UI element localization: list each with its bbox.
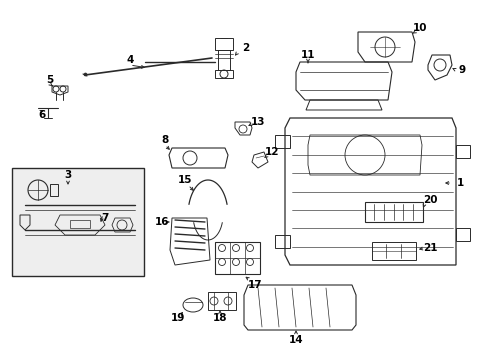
Text: 19: 19 bbox=[170, 313, 185, 323]
Bar bbox=[364, 202, 422, 222]
Text: 7: 7 bbox=[101, 213, 108, 223]
Text: 3: 3 bbox=[64, 170, 71, 180]
Text: 2: 2 bbox=[242, 43, 249, 53]
Bar bbox=[218, 50, 229, 70]
Bar bbox=[215, 70, 232, 78]
Bar bbox=[207, 292, 236, 310]
Bar bbox=[50, 184, 58, 196]
Text: 4: 4 bbox=[126, 55, 133, 65]
Bar bbox=[12, 168, 143, 276]
Text: 12: 12 bbox=[264, 147, 279, 157]
Text: 1: 1 bbox=[455, 178, 463, 188]
Bar bbox=[215, 242, 260, 274]
Text: 21: 21 bbox=[422, 243, 436, 253]
Text: 16: 16 bbox=[154, 217, 169, 227]
Bar bbox=[371, 242, 415, 260]
Circle shape bbox=[84, 73, 87, 76]
Text: 17: 17 bbox=[247, 280, 262, 290]
Text: 5: 5 bbox=[46, 75, 54, 85]
Text: 20: 20 bbox=[422, 195, 436, 205]
Text: 9: 9 bbox=[458, 65, 465, 75]
Text: 8: 8 bbox=[161, 135, 168, 145]
Text: 18: 18 bbox=[212, 313, 227, 323]
Bar bbox=[215, 38, 232, 50]
Text: 15: 15 bbox=[177, 175, 192, 185]
Text: 13: 13 bbox=[250, 117, 264, 127]
Text: 11: 11 bbox=[300, 50, 315, 60]
Text: 10: 10 bbox=[412, 23, 427, 33]
Text: 6: 6 bbox=[38, 110, 45, 120]
Text: 14: 14 bbox=[288, 335, 303, 345]
